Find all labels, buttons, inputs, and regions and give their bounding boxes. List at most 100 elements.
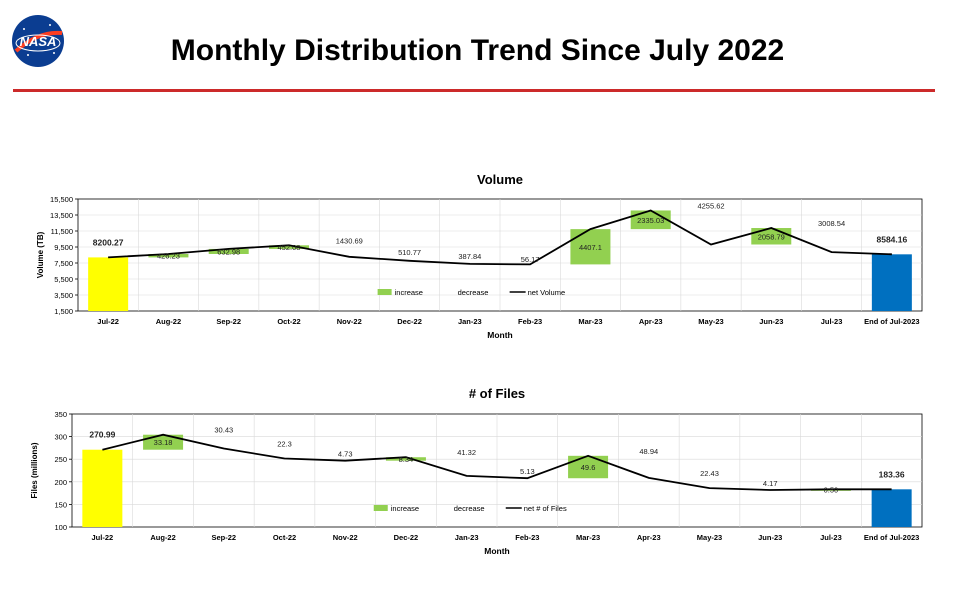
y-tick-label: 3,500 — [54, 291, 73, 300]
x-tick-label: Nov-22 — [337, 317, 362, 326]
x-tick-label: Oct-22 — [277, 317, 300, 326]
increase-bar — [148, 253, 189, 258]
chart-title: # of Files — [469, 386, 525, 401]
title-divider — [13, 89, 935, 92]
bar-value-label: 4.73 — [338, 450, 353, 459]
legend-label-net: net # of Files — [524, 504, 567, 513]
x-tick-label: End of Jul-2023 — [864, 533, 919, 542]
y-tick-label: 250 — [54, 455, 67, 464]
y-tick-label: 13,500 — [50, 211, 73, 220]
start-total-bar — [82, 449, 123, 527]
bar-value-label: 8584.16 — [876, 234, 907, 244]
increase-bar — [385, 457, 426, 461]
x-tick-label: Jan-23 — [458, 317, 482, 326]
bar-value-label: 183.36 — [879, 469, 905, 479]
x-axis-label: Month — [484, 546, 510, 556]
y-axis-label: Volume (TB) — [36, 231, 45, 278]
bar-value-label: 4255.62 — [697, 201, 724, 210]
x-tick-label: Mar-23 — [576, 533, 600, 542]
bar-value-label: 270.99 — [89, 430, 115, 440]
x-tick-label: Mar-23 — [578, 317, 602, 326]
legend-swatch-increase — [377, 289, 392, 295]
y-axis-label: Files (millions) — [30, 442, 39, 498]
y-tick-label: 1,500 — [54, 307, 73, 316]
end-total-bar — [871, 489, 912, 527]
x-tick-label: Apr-23 — [637, 533, 661, 542]
bar-value-label: 4.17 — [763, 479, 778, 488]
net-line — [108, 209, 892, 266]
nasa-logo: NASA — [10, 13, 66, 69]
x-tick-label: Jul-22 — [97, 317, 119, 326]
x-tick-label: Jun-23 — [759, 317, 783, 326]
files-chart: # of Files 100 150 200 250 300 350 270.99 33.18 3… — [30, 386, 923, 556]
increase-bar — [570, 229, 611, 265]
x-tick-label: Aug-22 — [156, 317, 181, 326]
bar-value-label: 30.43 — [214, 426, 233, 435]
x-tick-label: Feb-23 — [515, 533, 539, 542]
bar-value-label: 632.98 — [217, 247, 240, 256]
y-tick-label: 15,500 — [50, 195, 73, 204]
bar-value-label: 56.17 — [521, 255, 540, 264]
y-tick-label: 350 — [54, 410, 67, 419]
bar-value-label: 8200.27 — [93, 237, 124, 247]
logo-text: NASA — [20, 34, 57, 49]
bar-value-label: 2058.79 — [758, 232, 785, 241]
legend-label-net: net Volume — [528, 288, 566, 297]
page-title: Monthly Distribution Trend Since July 20… — [170, 34, 785, 67]
y-tick-label: 7,500 — [54, 259, 73, 268]
bar-value-label: 5.13 — [520, 467, 535, 476]
y-tick-label: 5,500 — [54, 275, 73, 284]
volume-chart: Volume 1,500 3,500 5,500 7,500 9,500 11,500 13,… — [36, 172, 923, 340]
bar-value-label: 8.34 — [399, 455, 414, 464]
increase-bar — [143, 434, 184, 450]
x-tick-label: Sep-22 — [211, 533, 236, 542]
bar-value-label: 41.32 — [457, 448, 476, 457]
bar-value-label: 22.3 — [277, 439, 292, 448]
bar-value-label: 387.84 — [458, 252, 481, 261]
legend-label-increase: increase — [391, 504, 419, 513]
bar-value-label: 510.77 — [398, 248, 421, 257]
y-tick-label: 300 — [54, 433, 67, 442]
start-total-bar — [88, 257, 129, 311]
end-total-bar — [871, 254, 912, 311]
legend-swatch-increase — [373, 505, 388, 511]
y-tick-label: 11,500 — [51, 227, 73, 236]
x-tick-label: Jan-23 — [455, 533, 479, 542]
y-tick-label: 150 — [54, 500, 67, 509]
x-tick-label: May-23 — [697, 533, 722, 542]
bar-value-label: 3008.54 — [818, 219, 845, 228]
bar-value-label: 1430.69 — [336, 236, 363, 245]
legend-label-decrease: decrease — [458, 288, 489, 297]
increase-bar — [208, 248, 249, 254]
bar-value-label: 0.50 — [824, 486, 839, 495]
bar-value-label: 49.6 — [581, 463, 596, 472]
x-axis-label: Month — [487, 330, 513, 340]
x-tick-label: Aug-22 — [150, 533, 175, 542]
net-line — [102, 433, 892, 491]
y-tick-label: 100 — [54, 523, 67, 532]
x-tick-label: Oct-22 — [273, 533, 296, 542]
bar-value-label: 2335.03 — [637, 216, 664, 225]
x-tick-label: Nov-22 — [333, 533, 358, 542]
x-tick-label: Feb-23 — [518, 317, 542, 326]
bar-value-label: 48.94 — [639, 447, 658, 456]
x-tick-label: May-23 — [698, 317, 723, 326]
increase-bar — [568, 455, 609, 479]
y-tick-label: 200 — [54, 478, 67, 487]
x-tick-label: Sep-22 — [216, 317, 241, 326]
increase-bar — [269, 245, 309, 249]
x-tick-label: Jul-22 — [92, 533, 114, 542]
legend: increase decrease net Volume — [377, 288, 566, 297]
chart-title: Volume — [477, 172, 523, 187]
bar-value-label: 33.18 — [154, 438, 173, 447]
x-tick-label: Jul-23 — [820, 533, 842, 542]
x-tick-label: Jul-23 — [821, 317, 843, 326]
y-tick-label: 9,500 — [54, 243, 73, 252]
legend-label-decrease: decrease — [454, 504, 485, 513]
x-tick-label: End of Jul-2023 — [864, 317, 919, 326]
x-tick-label: Dec-22 — [397, 317, 422, 326]
bar-value-label: 4407.1 — [579, 243, 602, 252]
bar-value-label: 22.43 — [700, 469, 719, 478]
x-tick-label: Jun-23 — [758, 533, 782, 542]
bar-value-label: 426.23 — [157, 252, 180, 261]
